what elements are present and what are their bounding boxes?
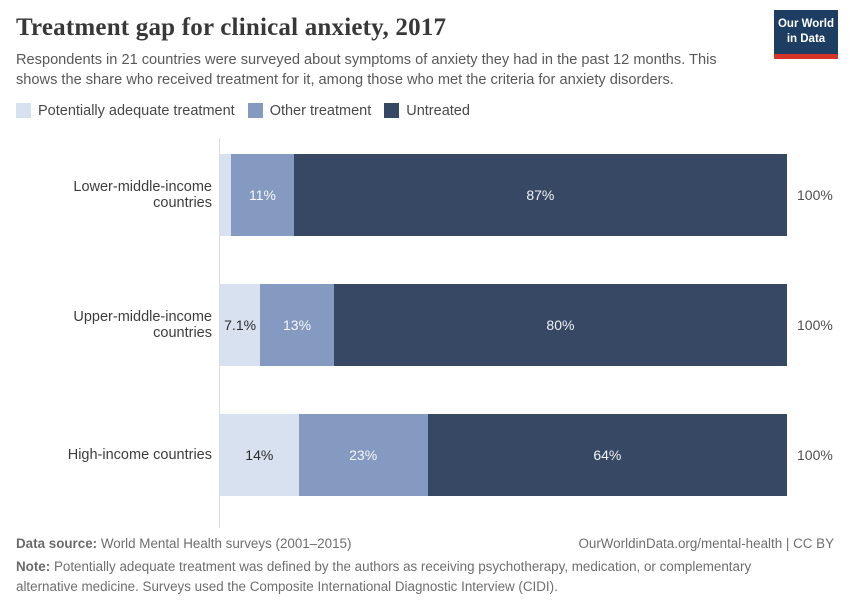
note-label: Note:	[16, 559, 51, 575]
segment-value-label: 64%	[593, 446, 622, 463]
bar-track: 11% 87%	[220, 153, 787, 236]
chart: Lower-middle-income countries 11% 87% 100…	[16, 137, 834, 528]
chart-row: Lower-middle-income countries 11% 87% 100…	[16, 137, 834, 268]
bar-segment[interactable]: 87%	[293, 153, 787, 236]
owid-logo[interactable]: Our World in Data	[774, 10, 838, 59]
legend-swatch	[16, 103, 31, 119]
bar-segment[interactable]: 14%	[220, 413, 299, 496]
bar-segment[interactable]: 7.1%	[220, 283, 261, 366]
data-source: Data source: World Mental Health surveys…	[16, 534, 351, 553]
segment-value-label: 13%	[283, 316, 312, 333]
bar-segment[interactable]: 80%	[333, 283, 787, 366]
segment-value-label: 14%	[245, 446, 274, 463]
segment-value-label: 7.1%	[224, 316, 257, 333]
segment-value-label: 11%	[249, 186, 276, 203]
segment-value-label: 80%	[546, 316, 575, 333]
chart-subtitle: Respondents in 21 countries were surveye…	[16, 52, 717, 88]
total-label: 100%	[797, 316, 833, 333]
total-label: 100%	[797, 446, 833, 463]
chart-note: Note: Potentially adequate treatment was…	[16, 557, 778, 596]
footer: Data source: World Mental Health surveys…	[16, 534, 834, 596]
page-title: Treatment gap for clinical anxiety, 2017	[16, 14, 447, 41]
row-label: Upper-middle-income countries	[73, 308, 212, 341]
owid-logo-line1: Our World	[777, 18, 834, 30]
chart-row: Upper-middle-income countries 7.1% 13% 80%…	[16, 267, 834, 398]
row-label: High-income countries	[67, 446, 212, 463]
segment-value-label: 23%	[349, 446, 378, 463]
legend-swatch	[384, 103, 400, 119]
legend-label: Other treatment	[269, 102, 372, 119]
bar-track: 14% 23% 64%	[220, 413, 788, 496]
row-plot-area: 11% 87% 100%	[219, 137, 834, 268]
header: Treatment gap for clinical anxiety, 2017…	[16, 10, 838, 91]
bar-segment[interactable]: 64%	[427, 413, 788, 496]
legend-item-1[interactable]: Potentially adequate treatment	[16, 103, 235, 119]
data-source-text: World Mental Health surveys (2001–2015)	[97, 535, 352, 551]
legend-label: Untreated	[406, 102, 470, 119]
bar-segment[interactable]: 23%	[298, 413, 428, 496]
bar-segment[interactable]: 13%	[260, 283, 334, 366]
data-source-label: Data source:	[16, 535, 98, 551]
bar-track: 7.1% 13% 80%	[220, 283, 787, 366]
bar-segment[interactable]	[220, 153, 232, 236]
row-plot-area: 14% 23% 64% 100%	[219, 397, 834, 528]
row-plot-area: 7.1% 13% 80% 100%	[219, 267, 834, 398]
note-text: Potentially adequate treatment was defin…	[16, 559, 752, 594]
legend-item-2[interactable]: Other treatment	[247, 102, 372, 119]
row-label: Lower-middle-income countries	[73, 178, 212, 211]
owid-logo-line2: in Data	[786, 32, 826, 45]
chart-row: High-income countries 14% 23% 64% 100%	[16, 397, 834, 528]
bar-segment[interactable]: 11%	[231, 153, 294, 236]
owid-url-link[interactable]: OurWorldinData.org/mental-health | CC BY	[578, 535, 834, 551]
total-label: 100%	[797, 186, 833, 203]
legend-label: Potentially adequate treatment	[38, 102, 235, 119]
legend-swatch	[247, 103, 263, 119]
segment-value-label: 87%	[526, 186, 555, 203]
legend: Potentially adequate treatment Other trea…	[16, 103, 834, 119]
legend-item-3[interactable]: Untreated	[384, 103, 470, 119]
